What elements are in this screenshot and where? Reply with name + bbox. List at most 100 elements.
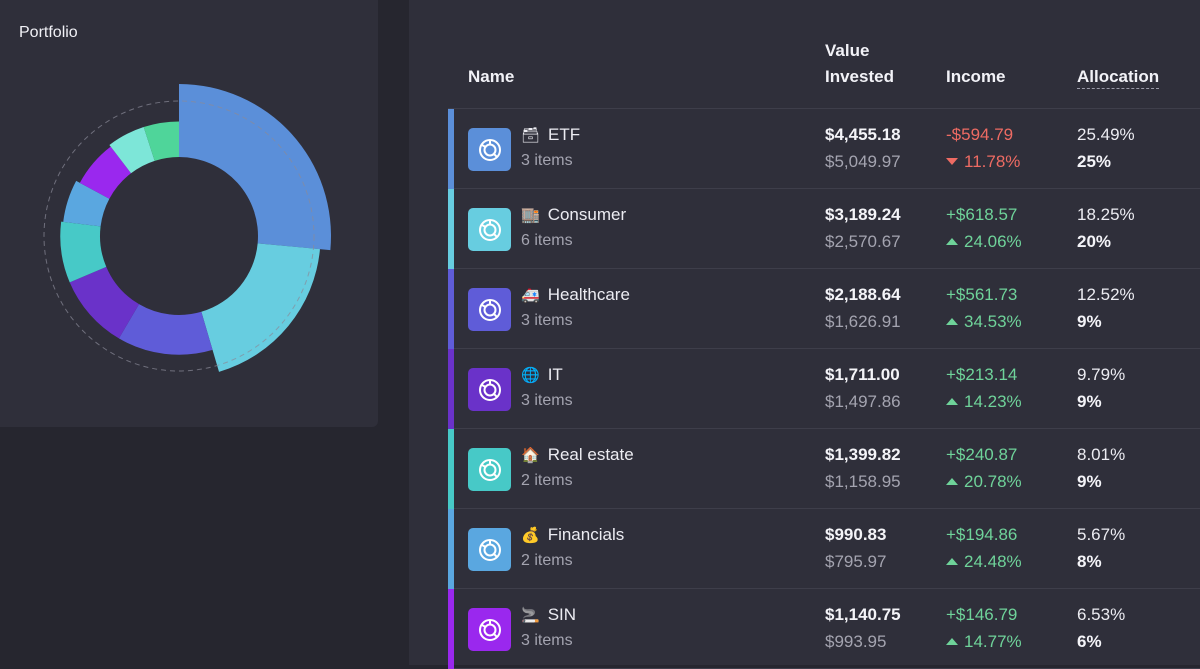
value-invested: $5,049.97 [825,152,901,171]
value-invested: $1,158.95 [825,472,901,491]
income-amount: +$213.14 [946,365,1018,384]
income-percent: 24.48% [946,552,1022,572]
category-emoji-icon: 🏠 [521,447,540,464]
allocation-target: 9% [1077,472,1102,491]
donut-slice-real-estate[interactable] [60,221,107,283]
header-name[interactable]: Name [468,67,515,86]
value-current: $1,140.75 [825,605,901,624]
trend-arrow-icon [946,638,958,645]
header-income[interactable]: Income [946,67,1006,86]
table-row-etf[interactable]: 🗃 ETF 3 items $4,455.18 $5,049.97 -$594.7… [448,109,1200,189]
target-allocation-ring [43,100,315,372]
income-percent: 14.23% [946,392,1022,412]
portfolio-title: Portfolio [19,24,78,41]
value-current: $3,189.24 [825,205,901,224]
trend-arrow-icon [946,318,958,325]
allocation-actual: 5.67% [1077,525,1126,544]
holdings-list: 🗃 ETF 3 items $4,455.18 $5,049.97 -$594.7… [448,109,1200,669]
income-amount: +$194.86 [946,525,1018,544]
value-current: $1,399.82 [825,445,901,464]
item-count: 3 items [521,392,573,409]
item-count: 2 items [521,552,573,569]
income-amount: +$146.79 [946,605,1018,624]
allocation-actual: 25.49% [1077,125,1135,144]
allocation-actual: 8.01% [1077,445,1126,464]
income-amount: -$594.79 [946,125,1014,144]
category-emoji-icon: 💰 [521,527,540,544]
category-name: Financials [547,525,625,544]
donut-slice-financials[interactable] [63,180,110,227]
item-count: 6 items [521,232,573,249]
trend-arrow-icon [946,238,958,245]
category-logo-icon [468,208,511,251]
category-color-bar [448,429,454,509]
income-percent: 24.06% [946,232,1022,252]
category-color-bar [448,509,454,589]
trend-arrow-icon [946,558,958,565]
category-name: Real estate [547,445,634,464]
category-logo-icon [468,608,511,651]
donut-slice-consumer[interactable] [201,243,320,372]
category-name: SIN [547,605,577,624]
category-emoji-icon: 🗃 [521,127,541,144]
value-current: $2,188.64 [825,285,901,304]
donut-slice-etf[interactable] [179,84,332,251]
category-color-bar [448,349,454,429]
category-logo-icon [468,448,511,491]
allocation-target: 9% [1077,392,1102,411]
trend-arrow-icon [946,478,958,485]
trend-arrow-icon [946,158,958,165]
donut-slice-sin[interactable] [79,146,132,199]
value-current: $4,455.18 [825,125,901,144]
category-name: IT [547,365,563,384]
allocation-actual: 18.25% [1077,205,1135,224]
portfolio-panel: Portfolio [0,0,378,427]
table-row-it[interactable]: 🌐 IT 3 items $1,711.00 $1,497.86 +$213.14… [448,349,1200,429]
category-emoji-icon: 🚑 [521,287,540,304]
category-name: Healthcare [547,285,630,304]
value-current: $1,711.00 [825,365,900,384]
allocation-target: 20% [1077,232,1112,251]
value-invested: $1,626.91 [825,312,901,331]
table-row-consumer[interactable]: 🏬 Consumer 6 items $3,189.24 $2,570.67 +$… [448,189,1200,269]
category-emoji-icon: 🌐 [521,367,540,384]
header-allocation[interactable]: Allocation [1077,66,1160,89]
income-amount: +$561.73 [946,285,1018,304]
table-row-sin[interactable]: 🚬 SIN 3 items $1,140.75 $993.95 +$146.79 … [448,589,1200,669]
donut-slice-other-1[interactable] [109,127,155,174]
item-count: 2 items [521,472,573,489]
income-percent: 34.53% [946,312,1022,332]
allocation-target: 9% [1077,312,1102,331]
allocation-target: 25% [1077,152,1112,171]
allocation-target: 8% [1077,552,1102,571]
category-color-bar [448,109,454,189]
table-row-real-estate[interactable]: 🏠 Real estate 2 items $1,399.82 $1,158.95… [448,429,1200,509]
table-row-financials[interactable]: 💰 Financials 2 items $990.83 $795.97 +$19… [448,509,1200,589]
category-name: ETF [548,125,581,144]
header-value-invested[interactable]: Value Invested [825,41,894,86]
item-count: 3 items [521,152,573,169]
table-row-healthcare[interactable]: 🚑 Healthcare 3 items $2,188.64 $1,626.91 … [448,269,1200,349]
item-count: 3 items [521,312,573,329]
value-invested: $2,570.67 [825,232,901,251]
donut-slice-other-2[interactable] [143,121,179,161]
category-color-bar [448,589,454,669]
category-logo-icon [468,368,511,411]
portfolio-donut-chart [43,84,332,372]
income-percent: 11.78% [946,152,1020,172]
income-amount: +$618.57 [946,205,1018,224]
donut-slice-healthcare[interactable] [118,304,213,355]
category-emoji-icon: 🏬 [521,207,540,224]
item-count: 3 items [521,632,573,649]
donut-slice-it[interactable] [69,266,140,339]
table-header: Name Value Invested Income Allocation [448,0,1200,109]
value-invested: $795.97 [825,552,887,571]
value-invested: $1,497.86 [825,392,901,411]
trend-arrow-icon [946,398,958,405]
category-color-bar [448,189,454,269]
allocation-actual: 6.53% [1077,605,1126,624]
income-amount: +$240.87 [946,445,1018,464]
category-logo-icon [468,128,511,171]
allocation-actual: 12.52% [1077,285,1135,304]
income-percent: 20.78% [946,472,1022,492]
